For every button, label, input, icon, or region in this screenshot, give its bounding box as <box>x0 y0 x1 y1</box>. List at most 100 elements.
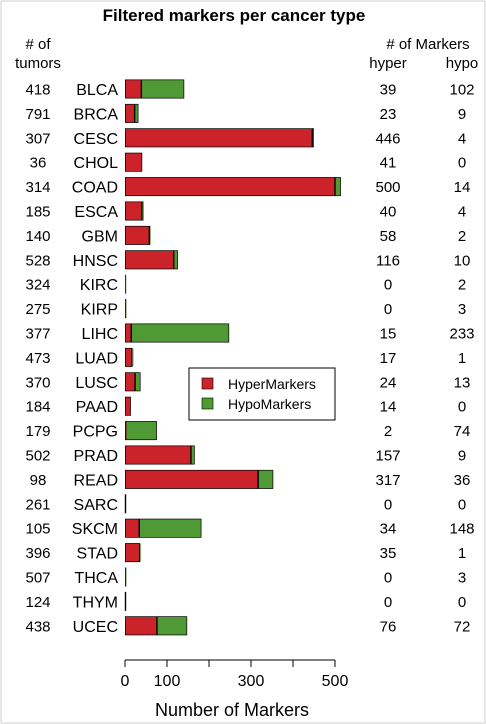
bar-hypo-stad <box>140 543 141 562</box>
category-label-kirp: KIRP <box>81 302 118 319</box>
bar-hypo-brca <box>135 104 138 123</box>
bar-hyper-brca <box>125 104 134 123</box>
x-axis: 0 100 300 500 <box>121 659 348 690</box>
hyper-count-cesc: 446 <box>375 130 400 147</box>
bar-hyper-hnsc <box>125 251 174 269</box>
tumor-count-pcpg: 179 <box>25 423 50 440</box>
tumor-count-sarc: 261 <box>25 496 50 513</box>
legend: HyperMarkers HypoMarkers <box>188 367 336 421</box>
hyper-count-blca: 39 <box>380 82 397 99</box>
bar-row-sarc: 261 SARC 0 0 <box>25 494 466 514</box>
bar-hypo-kirc <box>125 275 127 293</box>
hyper-count-kirp: 0 <box>384 301 392 318</box>
category-label-cesc: CESC <box>74 131 118 148</box>
bar-row-luad: 473 LUAD 17 1 <box>25 347 466 367</box>
hyper-count-paad: 14 <box>380 399 397 416</box>
bar-row-coad: 314 COAD 500 14 <box>25 177 470 197</box>
hypo-count-stad: 1 <box>458 545 466 562</box>
hypo-count-hnsc: 10 <box>454 252 471 269</box>
legend-swatch-hyper <box>201 377 214 390</box>
hypo-count-lihc: 233 <box>449 326 474 343</box>
bar-hypo-esca <box>142 202 144 220</box>
bar-hypo-cesc <box>313 129 314 147</box>
bar-hyper-skcm <box>125 519 139 537</box>
hypo-count-chol: 0 <box>458 155 466 172</box>
hyper-count-hnsc: 116 <box>376 252 400 269</box>
hypo-count-prad: 9 <box>458 448 466 465</box>
category-label-stad: STAD <box>77 546 118 563</box>
tumor-count-paad: 184 <box>25 399 50 416</box>
tumor-count-lihc: 377 <box>25 326 50 343</box>
hypo-count-ucec: 72 <box>454 618 471 635</box>
hyper-count-brca: 23 <box>380 106 397 123</box>
hypo-count-kirp: 3 <box>458 301 466 318</box>
bar-row-cesc: 307 CESC 446 4 <box>25 128 466 148</box>
bar-row-kirp: 275 KIRP 0 3 <box>25 299 466 319</box>
hypo-count-paad: 0 <box>458 399 466 416</box>
category-label-sarc: SARC <box>74 497 118 514</box>
tumor-count-lusc: 370 <box>25 374 50 391</box>
bar-hyper-stad <box>125 543 139 562</box>
hyper-count-sarc: 0 <box>384 496 392 513</box>
markers-header: # of Markers <box>386 36 469 53</box>
tumor-count-chol: 36 <box>30 155 47 172</box>
hypo-count-coad: 14 <box>454 179 471 196</box>
category-label-brca: BRCA <box>74 106 119 123</box>
bar-hyper-chol <box>125 153 142 171</box>
bar-hypo-luad <box>132 348 134 367</box>
hypo-count-brca: 9 <box>458 106 466 123</box>
bar-hypo-hnsc <box>174 251 178 269</box>
bar-row-prad: 502 PRAD 157 9 <box>25 445 466 465</box>
hyper-count-stad: 35 <box>380 545 397 562</box>
bar-row-gbm: 140 GBM 58 2 <box>25 225 466 245</box>
category-label-read: READ <box>74 472 118 489</box>
bar-row-read: 98 READ 317 36 <box>30 469 470 489</box>
bar-row-ucec: 438 UCEC 76 72 <box>25 616 470 636</box>
category-label-coad: COAD <box>72 180 118 197</box>
bar-row-lusc: 370 LUSC 24 13 <box>25 372 470 392</box>
chart-title: Filtered markers per cancer type <box>103 6 366 25</box>
bar-hypo-coad <box>335 177 341 196</box>
bar-hyper-prad <box>125 446 191 464</box>
legend-label-hyper: HyperMarkers <box>228 376 316 392</box>
hyper-count-prad: 157 <box>375 448 400 465</box>
bar-hypo-ucec <box>157 617 187 635</box>
hyper-count-chol: 41 <box>380 155 397 172</box>
tumor-count-read: 98 <box>30 472 47 489</box>
tumor-count-stad: 396 <box>25 545 50 562</box>
hypo-count-sarc: 0 <box>458 496 466 513</box>
hypo-count-kirc: 2 <box>458 277 466 294</box>
bar-row-stad: 396 STAD 35 1 <box>25 543 466 563</box>
tumor-count-kirc: 324 <box>25 277 50 294</box>
hyper-count-lusc: 24 <box>380 374 397 391</box>
tumor-count-brca: 791 <box>25 106 50 123</box>
category-label-blca: BLCA <box>76 82 118 99</box>
hypo-count-skcm: 148 <box>449 521 474 538</box>
bar-row-hnsc: 528 HNSC 116 10 <box>25 250 471 270</box>
category-label-thca: THCA <box>74 570 118 587</box>
bar-hypo-read <box>258 470 273 489</box>
hyper-count-lihc: 15 <box>380 326 397 343</box>
bar-outline-kirc <box>125 274 126 294</box>
hyper-count-skcm: 34 <box>380 521 397 538</box>
hypo-count-cesc: 4 <box>458 130 466 147</box>
bar-hypo-lihc <box>132 324 229 342</box>
hypo-count-thca: 3 <box>458 570 466 587</box>
category-label-skcm: SKCM <box>72 521 118 538</box>
tumors-header-line1: # of <box>25 36 51 53</box>
tumor-count-gbm: 140 <box>25 228 50 245</box>
category-label-paad: PAAD <box>76 399 118 416</box>
bar-row-paad: 184 PAAD 14 0 <box>25 396 466 416</box>
tumors-header-line2: tumors <box>15 55 61 72</box>
bar-outline-thca <box>125 567 127 587</box>
bar-row-lihc: 377 LIHC 15 233 <box>25 323 475 343</box>
bar-hyper-blca <box>125 80 141 98</box>
hyper-count-ucec: 76 <box>380 618 397 635</box>
category-label-prad: PRAD <box>74 448 118 465</box>
hyper-count-esca: 40 <box>380 204 397 221</box>
tumor-count-thym: 124 <box>25 594 50 611</box>
bar-row-chol: 36 CHOL 41 0 <box>30 152 466 172</box>
hyper-count-thym: 0 <box>384 594 392 611</box>
